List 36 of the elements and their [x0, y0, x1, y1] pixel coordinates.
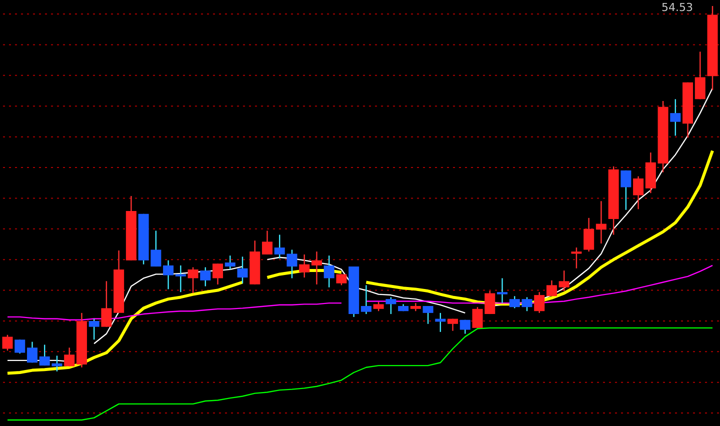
- candlestick: [188, 266, 198, 294]
- candlestick: [558, 270, 570, 292]
- candlestick: [200, 266, 211, 287]
- candlestick: [299, 254, 310, 278]
- candlestick: [175, 264, 186, 293]
- candlestick: [571, 246, 582, 269]
- candlestick: [64, 347, 75, 367]
- candlestick: [336, 274, 347, 286]
- candlestick: [373, 301, 384, 312]
- candlestick: [212, 263, 224, 286]
- candlestick: [14, 339, 26, 354]
- candlestick: [546, 280, 557, 297]
- candlestick: [88, 318, 100, 340]
- candlestick: [670, 98, 681, 136]
- candlestick: [101, 280, 112, 328]
- candlestick: [2, 334, 13, 352]
- candlestick: [237, 256, 248, 284]
- candlestick: [324, 254, 334, 288]
- candlestick: [460, 319, 470, 334]
- candlestick: [496, 278, 508, 304]
- candlestick: [534, 292, 545, 314]
- candlestick: [386, 296, 396, 315]
- candlestick: [584, 217, 594, 252]
- candlestick: [596, 200, 606, 244]
- candlestick: [620, 170, 632, 210]
- candlestick: [360, 284, 372, 315]
- candlestick: [262, 230, 272, 256]
- candlestick: [448, 318, 458, 332]
- candlestick: [422, 305, 434, 324]
- candlestick: [633, 176, 644, 210]
- candlestick: [311, 250, 322, 286]
- annotation: 54.53: [662, 1, 693, 14]
- candlestick: [163, 260, 174, 290]
- candlestick: [224, 254, 236, 270]
- candlestick: [26, 341, 38, 364]
- candlestick: [694, 51, 706, 100]
